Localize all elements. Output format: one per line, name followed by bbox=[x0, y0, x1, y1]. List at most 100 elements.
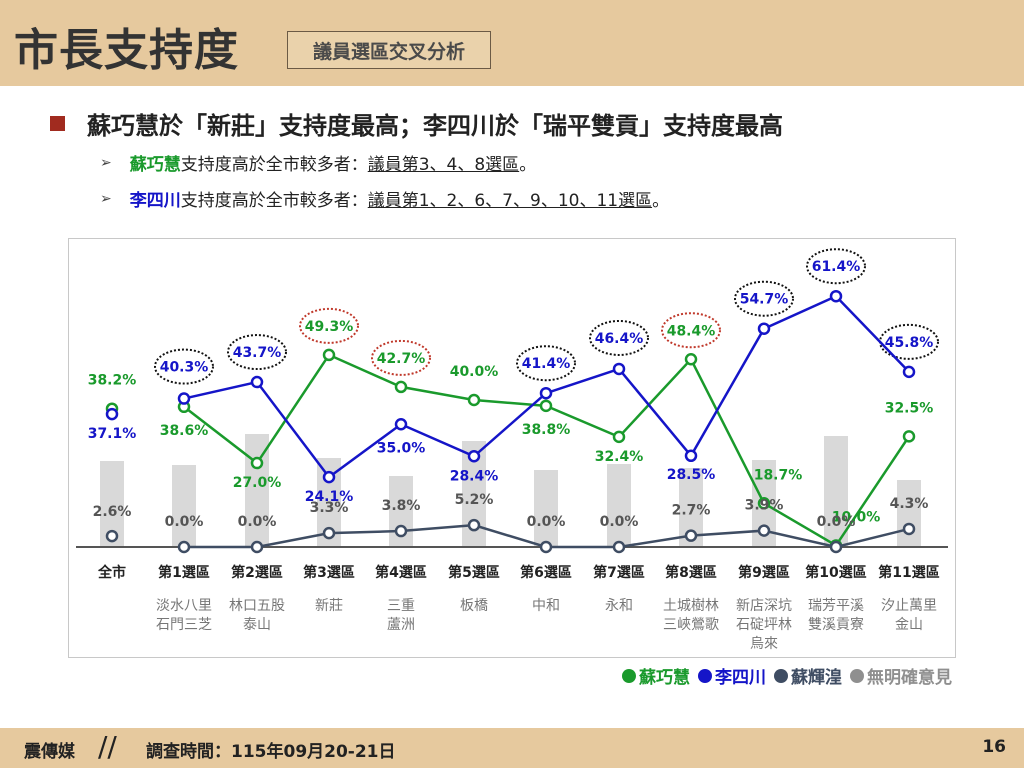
series-point bbox=[902, 365, 916, 379]
no-opinion-bar bbox=[824, 436, 848, 547]
bullet-su-end: 。 bbox=[519, 155, 537, 175]
data-label: 49.3% bbox=[305, 319, 354, 335]
data-label: 24.1% bbox=[305, 489, 354, 505]
highlight-ellipse bbox=[299, 307, 359, 344]
data-label: 41.4% bbox=[522, 356, 571, 372]
series-point bbox=[757, 524, 771, 537]
highlight-ellipse bbox=[589, 319, 649, 356]
data-label: 40.3% bbox=[160, 360, 209, 376]
category-label: 第11選區 bbox=[878, 564, 939, 581]
series-point bbox=[612, 430, 626, 444]
series-point bbox=[322, 526, 336, 540]
no-opinion-bar bbox=[534, 470, 558, 547]
category-label: 第10選區 bbox=[805, 564, 866, 581]
data-label: 42.7% bbox=[377, 351, 426, 367]
legend-item-su: 蘇巧慧 bbox=[622, 663, 690, 688]
category-label: 第2選區 bbox=[231, 564, 283, 581]
series-point bbox=[684, 353, 698, 366]
no-opinion-bar bbox=[172, 465, 196, 547]
highlight-ellipse bbox=[806, 248, 866, 285]
series-point bbox=[322, 348, 336, 362]
series-point bbox=[757, 497, 771, 510]
data-label: 0.0% bbox=[817, 514, 856, 530]
highlight-ellipse bbox=[371, 339, 431, 376]
data-label: 61.4% bbox=[812, 259, 861, 275]
category-label: 第4選區 bbox=[375, 564, 427, 581]
bullet-li: ➢ 李四川 支持度高於全市較多者： 議員第1、2、6、7、9、10、11選區 。 bbox=[100, 186, 670, 212]
series-point bbox=[539, 386, 553, 400]
arrow-bullet-icon: ➢ bbox=[100, 190, 112, 207]
data-label: 46.4% bbox=[595, 331, 644, 347]
data-label: 38.8% bbox=[522, 422, 571, 438]
series-point bbox=[467, 518, 481, 532]
series-point bbox=[394, 418, 408, 431]
footer-brand: 震傳媒 bbox=[24, 742, 75, 762]
no-opinion-bar bbox=[607, 464, 631, 547]
subcategory-label: 三峽鶯歌 bbox=[663, 617, 719, 633]
bullet-li-detail: 議員第1、2、6、7、9、10、11選區 bbox=[367, 191, 653, 211]
series-point bbox=[322, 470, 336, 484]
data-label: 0.0% bbox=[527, 514, 566, 530]
category-label: 第9選區 bbox=[738, 564, 790, 581]
series-point bbox=[250, 456, 264, 470]
legend-dot-icon bbox=[774, 668, 788, 683]
legend-label: 蘇輝湟 bbox=[791, 668, 842, 688]
subcategory-label: 瑞芳平溪 bbox=[808, 597, 864, 614]
category-label: 第7選區 bbox=[593, 564, 645, 581]
arrow-bullet-icon: ➢ bbox=[100, 154, 112, 171]
data-label: 2.6% bbox=[93, 504, 132, 520]
series-point bbox=[757, 322, 771, 335]
data-label: 3.8% bbox=[382, 498, 421, 514]
bullet-li-end: 。 bbox=[652, 191, 670, 211]
data-label: 43.7% bbox=[233, 345, 282, 361]
highlight-ellipse bbox=[516, 345, 576, 382]
data-label: 40.0% bbox=[450, 364, 499, 380]
data-label: 45.8% bbox=[885, 335, 934, 351]
header-bar: 市長支持度 議員選區交叉分析 bbox=[0, 0, 1024, 86]
highlight-ellipse bbox=[661, 312, 721, 349]
data-label: 37.1% bbox=[88, 426, 137, 442]
series-point bbox=[467, 393, 481, 407]
category-label: 第3選區 bbox=[303, 564, 355, 581]
legend-dot-icon bbox=[850, 668, 864, 683]
highlight-ellipse bbox=[154, 348, 214, 385]
series-point bbox=[250, 375, 264, 389]
data-label: 0.0% bbox=[600, 514, 639, 530]
data-label: 35.0% bbox=[377, 440, 426, 456]
category-label: 第8選區 bbox=[665, 564, 717, 581]
bullet-su-text: 支持度高於全市較多者： bbox=[180, 155, 368, 175]
highlight-ellipse bbox=[227, 334, 287, 371]
legend-label: 李四川 bbox=[715, 668, 766, 688]
subcategory-label: 永和 bbox=[605, 598, 633, 614]
subcategory-label: 淡水八里 bbox=[156, 598, 212, 614]
series-point bbox=[105, 529, 119, 543]
bullet-su-detail: 議員第3、4、8選區 bbox=[367, 155, 520, 175]
series-point bbox=[902, 430, 916, 443]
subtitle-box: 議員選區交叉分析 bbox=[287, 31, 491, 69]
data-label: 4.3% bbox=[890, 496, 929, 512]
category-label: 第5選區 bbox=[448, 564, 500, 581]
series-point bbox=[105, 407, 119, 421]
no-opinion-bar bbox=[897, 480, 921, 547]
subcategory-label: 土城樹林 bbox=[663, 598, 719, 614]
series-line-1 bbox=[183, 294, 910, 479]
data-label: 10.0% bbox=[832, 510, 881, 526]
footer-slash-icon: // bbox=[98, 730, 117, 763]
data-label: 0.0% bbox=[165, 514, 204, 530]
series-point bbox=[829, 540, 843, 554]
data-label: 32.5% bbox=[885, 400, 934, 416]
series-point bbox=[684, 529, 698, 542]
series-point bbox=[539, 540, 553, 554]
series-point bbox=[829, 289, 843, 303]
chart-legend: 蘇巧慧 李四川 蘇輝湟 無明確意見 bbox=[622, 663, 952, 688]
series-point bbox=[612, 362, 626, 376]
legend-label: 無明確意見 bbox=[867, 668, 952, 688]
series-point bbox=[684, 449, 698, 463]
subcategory-label: 汐止萬里 bbox=[881, 598, 937, 614]
subcategory-label: 中和 bbox=[532, 598, 560, 614]
footer-survey-date: 調查時間：115年09月20-21日 bbox=[146, 742, 396, 762]
subcategory-label: 烏來 bbox=[750, 635, 778, 652]
category-label: 第6選區 bbox=[520, 564, 572, 581]
subcategory-label: 石門三芝 bbox=[156, 617, 212, 633]
